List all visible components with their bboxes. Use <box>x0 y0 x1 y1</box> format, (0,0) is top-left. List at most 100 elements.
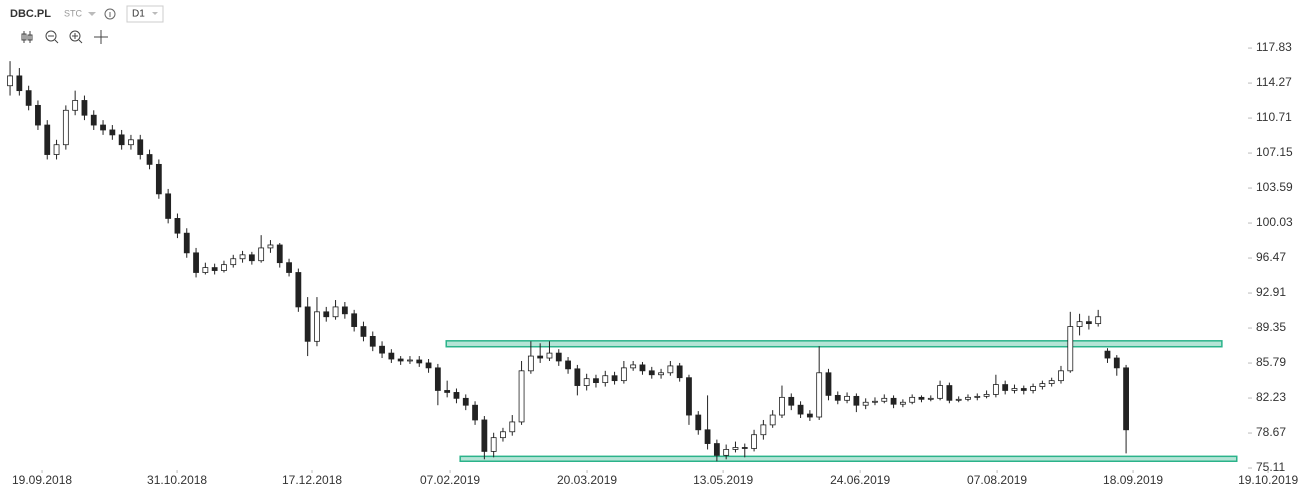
candle-body <box>7 75 13 87</box>
candle-body <box>769 414 776 426</box>
candle-body <box>100 124 106 131</box>
y-tick-label: 103.59 <box>1256 180 1293 194</box>
candle-body <box>267 244 274 249</box>
x-tick-label: 20.03.2019 <box>557 473 617 487</box>
candle-body <box>537 355 544 359</box>
candle-body <box>565 360 571 370</box>
candle-body <box>453 392 460 399</box>
y-tick-label: 82.23 <box>1256 390 1286 404</box>
candle-body <box>881 397 888 402</box>
candle-body <box>806 413 813 418</box>
y-tick-label: 89.35 <box>1256 320 1286 334</box>
zoom-out[interactable] <box>45 30 59 44</box>
candle-body <box>658 372 664 376</box>
candle-body <box>1058 370 1064 382</box>
zoom-in[interactable] <box>69 30 83 44</box>
candle-body <box>1123 367 1129 431</box>
candle-body <box>379 345 385 354</box>
candle-body <box>751 434 757 449</box>
candle-body <box>72 100 79 111</box>
candle-body <box>165 193 172 219</box>
source: STC <box>64 8 83 18</box>
candle-body <box>1076 321 1083 327</box>
candle-body <box>518 370 525 423</box>
candle-body <box>899 401 906 405</box>
candle-body <box>434 367 441 391</box>
candle-body <box>844 395 850 401</box>
candle-body <box>788 396 795 406</box>
candle-body <box>295 272 302 308</box>
candle-body <box>927 397 934 400</box>
candle-body <box>444 390 451 393</box>
x-tick-label: 24.06.2019 <box>830 473 890 487</box>
y-tick-label: 85.79 <box>1256 355 1286 369</box>
candle-body <box>128 139 134 146</box>
candle-body <box>81 100 88 116</box>
y-tick-label: 114.27 <box>1256 75 1292 89</box>
candle-body <box>909 396 916 403</box>
candle-body <box>797 404 804 415</box>
candle-body <box>918 396 925 400</box>
candle-body <box>155 163 162 195</box>
candle-body <box>481 419 488 452</box>
candle-body <box>630 364 637 369</box>
pan-tool[interactable] <box>94 30 108 44</box>
info-icon[interactable] <box>104 8 116 20</box>
candle-body <box>1067 326 1074 372</box>
candle-body <box>276 244 283 264</box>
candle-body <box>816 372 823 418</box>
candle-body <box>323 311 330 318</box>
candle-body <box>193 252 199 273</box>
x-tick-label: 31.10.2018 <box>147 473 207 487</box>
candle-body <box>407 359 413 362</box>
candle-body <box>202 267 209 273</box>
candle-body <box>862 401 869 406</box>
candle-body <box>137 139 144 155</box>
candle-body <box>341 306 348 315</box>
candle-body <box>388 352 395 360</box>
candle-body <box>1095 316 1102 325</box>
x-tick-label: 07.08.2019 <box>967 473 1027 487</box>
y-tick-label: 96.47 <box>1256 250 1286 264</box>
x-tick-label: 19.10.2019 <box>1238 473 1298 487</box>
candle-body <box>425 362 432 369</box>
candle-body <box>1020 388 1027 391</box>
candle-body <box>695 414 702 431</box>
y-tick-label: 110.71 <box>1256 110 1292 124</box>
candle-body <box>351 313 358 327</box>
candle-body <box>648 370 655 376</box>
candle-body <box>834 394 841 401</box>
candle-body <box>174 218 181 234</box>
candle-body <box>546 352 553 359</box>
y-tick-label: 75.11 <box>1256 460 1285 474</box>
candle-body <box>890 397 897 405</box>
candle-body <box>1002 384 1009 391</box>
candle-body <box>286 262 292 273</box>
y-tick-label: 117.83 <box>1256 40 1292 54</box>
candle-body <box>611 375 618 382</box>
candle-body <box>118 134 125 146</box>
candle-body <box>1048 380 1055 384</box>
x-tick-label: 19.09.2018 <box>12 473 72 487</box>
zone <box>459 455 1238 463</box>
dropdown-arrow[interactable] <box>88 12 96 16</box>
candle-body <box>332 306 339 318</box>
candle-body <box>639 364 646 372</box>
candle-body <box>779 396 785 416</box>
candle-body <box>974 395 981 398</box>
candle-body <box>360 326 367 337</box>
candle-body <box>853 395 860 406</box>
candle-body <box>304 306 311 342</box>
candle-body <box>704 429 711 444</box>
candle-body <box>872 400 878 403</box>
x-tick-label: 07.02.2019 <box>420 473 480 487</box>
candle-body <box>25 90 32 106</box>
interval-select[interactable] <box>126 5 164 23</box>
candle-body <box>574 368 581 386</box>
candle-body <box>723 449 730 456</box>
candle-body <box>825 372 832 396</box>
candle-body <box>620 367 627 382</box>
candle-tool[interactable] <box>21 31 33 43</box>
x-tick-label: 17.12.2018 <box>282 473 342 487</box>
